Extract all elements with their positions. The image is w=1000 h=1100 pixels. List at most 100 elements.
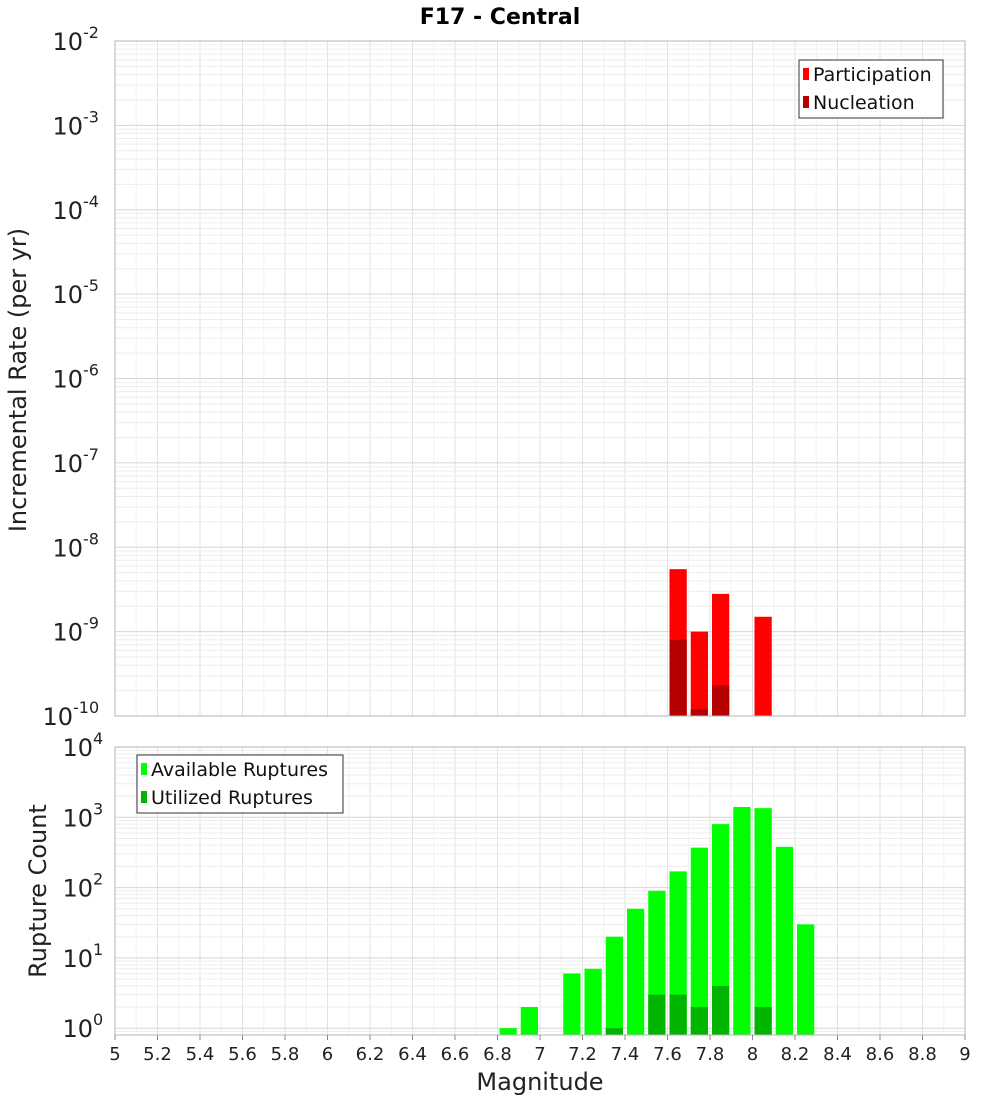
x-tick-label: 7.4 bbox=[611, 1044, 640, 1065]
legend-label: Nucleation bbox=[813, 92, 915, 114]
legend-swatch bbox=[803, 96, 809, 108]
y-tick-exponent: -6 bbox=[83, 361, 99, 380]
x-tick-label: 6.6 bbox=[441, 1044, 470, 1065]
bar-nucleation bbox=[690, 709, 708, 716]
y-tick-base: 10 bbox=[62, 1015, 93, 1043]
x-tick-label: 6.4 bbox=[398, 1044, 427, 1065]
bar-utilized-ruptures bbox=[605, 1028, 623, 1035]
y-tick-exponent: 0 bbox=[93, 1010, 103, 1029]
bar-available-ruptures bbox=[627, 908, 645, 1035]
bar-available-ruptures bbox=[690, 847, 708, 1035]
bar-available-ruptures bbox=[733, 807, 751, 1035]
x-tick-label: 7 bbox=[534, 1044, 545, 1065]
legend-box bbox=[136, 754, 344, 814]
x-tick-label: 8 bbox=[747, 1044, 758, 1065]
bar-available-ruptures bbox=[605, 936, 623, 1035]
y-tick-exponent: -7 bbox=[83, 445, 99, 464]
x-tick-label: 8.8 bbox=[908, 1044, 937, 1065]
x-tick-label: 5 bbox=[109, 1044, 120, 1065]
bar-available-ruptures bbox=[797, 924, 815, 1035]
x-tick-label: 5.6 bbox=[228, 1044, 257, 1065]
y-tick-base: 10 bbox=[52, 619, 83, 647]
x-tick-label: 8.2 bbox=[781, 1044, 810, 1065]
top-y-axis-label: Incremental Rate (per yr) bbox=[4, 228, 32, 532]
y-tick-base: 10 bbox=[62, 875, 93, 903]
y-tick-exponent: 3 bbox=[93, 799, 103, 818]
top-grid bbox=[114, 40, 966, 717]
bar-available-ruptures bbox=[754, 808, 772, 1035]
top-bars bbox=[669, 569, 772, 716]
x-tick-label: 5.8 bbox=[271, 1044, 300, 1065]
top-legend: Participation Nucleation bbox=[798, 59, 944, 119]
x-tick-label: 9 bbox=[959, 1044, 970, 1065]
bar-available-ruptures bbox=[669, 871, 687, 1035]
x-tick-label: 6.2 bbox=[356, 1044, 385, 1065]
x-tick-label: 6.8 bbox=[483, 1044, 512, 1065]
x-tick-label: 7.6 bbox=[653, 1044, 682, 1065]
y-tick-base: 10 bbox=[52, 281, 83, 309]
bar-utilized-ruptures bbox=[648, 994, 666, 1035]
y-tick-base: 10 bbox=[62, 734, 93, 762]
bar-utilized-ruptures bbox=[754, 1007, 772, 1035]
legend-label: Utilized Ruptures bbox=[151, 787, 313, 809]
y-tick-base: 10 bbox=[52, 366, 83, 394]
bar-utilized-ruptures bbox=[712, 985, 730, 1035]
x-ticks: 5 5.2 5.4 5.6 5.8 6 6.2 6.4 6.6 6.8 7 7.2 7.4 7.6 7.8 8… bbox=[109, 1035, 971, 1065]
bar-available-ruptures bbox=[563, 973, 581, 1035]
y-tick-exponent: -5 bbox=[83, 276, 99, 295]
x-tick-label: 6 bbox=[322, 1044, 333, 1065]
y-tick-exponent: 4 bbox=[93, 729, 103, 748]
y-tick-base: 10 bbox=[62, 804, 93, 832]
y-tick-exponent: 2 bbox=[93, 870, 103, 889]
bar-available-ruptures bbox=[712, 824, 730, 1035]
legend-box bbox=[798, 59, 944, 119]
y-tick-base: 10 bbox=[42, 703, 73, 731]
y-tick-exponent: -4 bbox=[83, 192, 99, 211]
legend-swatch bbox=[141, 791, 147, 803]
y-tick-base: 10 bbox=[52, 534, 83, 562]
y-tick-base: 10 bbox=[62, 945, 93, 973]
bottom-bars bbox=[499, 807, 815, 1035]
bar-available-ruptures bbox=[584, 968, 602, 1035]
legend-label: Available Ruptures bbox=[151, 759, 328, 781]
y-tick-exponent: -8 bbox=[83, 529, 99, 548]
x-tick-label: 8.6 bbox=[866, 1044, 895, 1065]
y-tick-base: 10 bbox=[52, 197, 83, 225]
chart-title: F17 - Central bbox=[420, 5, 581, 30]
bar-participation bbox=[712, 593, 730, 716]
y-tick-exponent: -9 bbox=[83, 614, 99, 633]
bar-nucleation bbox=[712, 685, 730, 716]
y-tick-exponent: -2 bbox=[83, 23, 99, 42]
y-tick-base: 10 bbox=[52, 28, 83, 56]
bar-participation bbox=[690, 631, 708, 716]
x-tick-label: 7.8 bbox=[696, 1044, 725, 1065]
legend-swatch bbox=[803, 68, 809, 80]
bottom-y-axis-label: Rupture Count bbox=[24, 804, 52, 978]
y-tick-exponent: -10 bbox=[73, 698, 99, 717]
bar-utilized-ruptures bbox=[690, 1007, 708, 1035]
legend-swatch bbox=[141, 763, 147, 775]
y-tick-exponent: 1 bbox=[93, 940, 103, 959]
legend-label: Participation bbox=[813, 64, 932, 86]
x-tick-label: 5.4 bbox=[186, 1044, 215, 1065]
x-axis-label: Magnitude bbox=[476, 1068, 603, 1096]
y-tick-exponent: -3 bbox=[83, 107, 99, 126]
y-tick-base: 10 bbox=[52, 112, 83, 140]
y-tick-base: 10 bbox=[52, 450, 83, 478]
bar-available-ruptures bbox=[520, 1007, 538, 1035]
bar-utilized-ruptures bbox=[669, 994, 687, 1035]
bar-available-ruptures bbox=[499, 1028, 517, 1035]
x-tick-label: 8.4 bbox=[823, 1044, 852, 1065]
x-tick-label: 5.2 bbox=[143, 1044, 172, 1065]
bar-nucleation bbox=[669, 639, 687, 716]
top-plot-border bbox=[114, 40, 966, 717]
bar-available-ruptures bbox=[775, 846, 793, 1035]
x-tick-label: 7.2 bbox=[568, 1044, 597, 1065]
bottom-legend: Available Ruptures Utilized Ruptures bbox=[136, 754, 344, 814]
bar-participation bbox=[754, 616, 772, 716]
